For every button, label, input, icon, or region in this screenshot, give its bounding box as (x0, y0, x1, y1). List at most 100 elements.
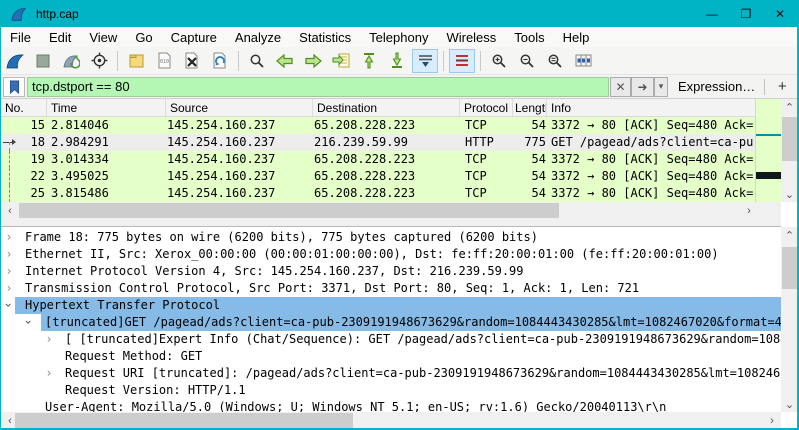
go-back-button[interactable] (272, 49, 298, 73)
find-packet-button[interactable] (244, 49, 270, 73)
scrollbar-thumb[interactable] (15, 413, 353, 428)
cell-protocol: HTTP (465, 135, 494, 149)
cell-protocol: TCP (465, 169, 487, 183)
add-filter-button[interactable]: + (777, 78, 787, 95)
menu-edit[interactable]: Edit (48, 29, 72, 45)
expand-icon[interactable] (3, 280, 15, 297)
menu-file[interactable]: File (10, 29, 31, 45)
scrollbar-thumb[interactable] (19, 203, 559, 218)
scroll-right-icon[interactable]: › (770, 414, 774, 427)
scroll-up-icon[interactable]: ⌃ (784, 100, 795, 114)
expression-button[interactable]: Expression… (678, 79, 756, 94)
detail-request-uri-row[interactable]: Request URI [truncated]: /pagead/ads?cli… (1, 365, 781, 382)
scrollbar-thumb[interactable] (782, 117, 797, 161)
go-forward-button[interactable] (300, 49, 326, 73)
zoom-in-button[interactable] (486, 49, 512, 73)
scroll-up-icon[interactable]: ⌃ (784, 228, 795, 242)
restart-capture-button[interactable] (58, 49, 84, 73)
scroll-right-icon[interactable]: › (747, 204, 751, 217)
filter-dropdown-caret[interactable]: ▾ (654, 76, 668, 97)
zoom-reset-button[interactable] (542, 49, 568, 73)
zoom-out-button[interactable] (514, 49, 540, 73)
detail-tcp-row[interactable]: Transmission Control Protocol, Src Port:… (1, 280, 781, 297)
filter-bookmark-button[interactable] (3, 76, 25, 97)
column-header-source[interactable]: Source (166, 99, 313, 116)
menu-capture[interactable]: Capture (170, 29, 217, 45)
go-to-packet-button[interactable] (328, 49, 354, 73)
open-file-button[interactable] (123, 49, 149, 73)
expand-icon[interactable] (3, 246, 15, 263)
expand-icon[interactable] (3, 263, 15, 280)
scroll-left-icon[interactable]: ‹ (8, 204, 12, 217)
detail-vscrollbar[interactable]: ⌃ ⌄ (781, 227, 797, 412)
scroll-left-icon[interactable]: ‹ (8, 414, 12, 427)
minimap-dark-marker (756, 172, 781, 179)
detail-http-get-row-selected[interactable]: [truncated]GET /pagead/ads?client=ca-pub… (1, 314, 781, 331)
column-header-length[interactable]: Length (515, 99, 547, 116)
detail-request-version-row[interactable]: Request Version: HTTP/1.1 (1, 382, 781, 399)
expand-icon[interactable] (43, 331, 55, 348)
title-bar[interactable]: http.cap — ❐ ✕ (1, 0, 797, 27)
packet-row-18-selected[interactable]: 18 2.984291 145.254.160.237 216.239.59.9… (1, 134, 755, 151)
detail-expert-info-row[interactable]: [ [truncated]Expert Info (Chat/Sequence)… (1, 331, 781, 348)
save-file-button[interactable]: 010 (151, 49, 177, 73)
display-filter-input[interactable] (27, 76, 609, 97)
detail-frame-row[interactable]: Frame 18: 775 bytes on wire (6200 bits),… (1, 229, 781, 246)
close-file-button[interactable] (179, 49, 205, 73)
scrollbar-thumb[interactable] (782, 247, 797, 289)
menu-statistics[interactable]: Statistics (299, 29, 352, 45)
column-header-protocol[interactable]: Protocol (460, 99, 513, 116)
expand-icon[interactable] (3, 229, 15, 246)
start-capture-button[interactable] (2, 49, 28, 73)
scroll-down-icon[interactable]: ⌄ (784, 397, 795, 411)
packet-list-vscrollbar[interactable]: ⌃ ⌄ (781, 99, 797, 202)
detail-http-row-selected[interactable]: Hypertext Transfer Protocol (1, 297, 781, 314)
menu-tools[interactable]: Tools (514, 29, 545, 45)
detail-hscrollbar[interactable]: ‹ › (1, 412, 781, 428)
menu-wireless[interactable]: Wireless (446, 29, 497, 45)
column-header-time[interactable]: Time (47, 99, 166, 116)
detail-request-method-row[interactable]: Request Method: GET (1, 348, 781, 365)
detail-ethernet-row[interactable]: Ethernet II, Src: Xerox_00:00:00 (00:00:… (1, 246, 781, 263)
detail-text: User-Agent: Mozilla/5.0 (Windows; U; Win… (45, 400, 667, 412)
packet-row-15[interactable]: 15 2.814046 145.254.160.237 65.208.228.2… (1, 117, 755, 134)
cell-length: 54 (531, 169, 546, 183)
column-header-no[interactable]: No. (1, 99, 47, 116)
close-button[interactable]: ✕ (774, 6, 786, 21)
reload-file-button[interactable] (207, 49, 233, 73)
cell-info: 3372 → 80 [ACK] Seq=480 Ack= (551, 186, 754, 200)
intelligent-scrollbar-minimap[interactable] (755, 99, 781, 202)
pane-splitter[interactable] (1, 219, 781, 227)
column-header-info[interactable]: Info (551, 100, 572, 115)
packet-row-22[interactable]: 22 3.495025 145.254.160.237 65.208.228.2… (1, 168, 755, 185)
collapse-icon[interactable] (23, 314, 35, 331)
zoom-out-icon (520, 54, 534, 68)
menu-help[interactable]: Help (562, 29, 590, 45)
stop-capture-button[interactable] (30, 49, 56, 73)
menu-analyze[interactable]: Analyze (234, 29, 282, 45)
minimize-button[interactable]: — (706, 6, 718, 21)
capture-options-button[interactable] (86, 49, 112, 73)
packet-row-19[interactable]: 19 3.014334 145.254.160.237 65.208.228.2… (1, 151, 755, 168)
maximize-button[interactable]: ❐ (740, 6, 752, 21)
go-to-bottom-button[interactable] (384, 49, 410, 73)
resize-columns-button[interactable] (570, 49, 596, 73)
menu-go[interactable]: Go (135, 29, 153, 45)
filter-apply-button[interactable]: ➜ (631, 76, 654, 97)
detail-user-agent-row[interactable]: User-Agent: Mozilla/5.0 (Windows; U; Win… (1, 399, 781, 412)
cell-source: 145.254.160.237 (167, 186, 276, 200)
collapse-icon[interactable] (3, 297, 15, 314)
detail-text: Frame 18: 775 bytes on wire (6200 bits),… (25, 230, 538, 244)
expand-icon[interactable] (43, 365, 55, 382)
menu-telephony[interactable]: Telephony (369, 29, 429, 45)
column-header-destination[interactable]: Destination (313, 99, 460, 116)
detail-ip-row[interactable]: Internet Protocol Version 4, Src: 145.25… (1, 263, 781, 280)
scroll-down-icon[interactable]: ⌄ (784, 187, 795, 201)
menu-view[interactable]: View (89, 29, 118, 45)
packet-row-25[interactable]: 25 3.815486 145.254.160.237 65.208.228.2… (1, 185, 755, 202)
auto-scroll-button[interactable] (412, 48, 438, 73)
packet-list-hscrollbar[interactable]: ‹ › (1, 202, 781, 219)
go-to-top-button[interactable] (356, 49, 382, 73)
colorize-packets-button[interactable] (449, 48, 475, 73)
filter-clear-button[interactable]: ✕ (610, 76, 631, 97)
